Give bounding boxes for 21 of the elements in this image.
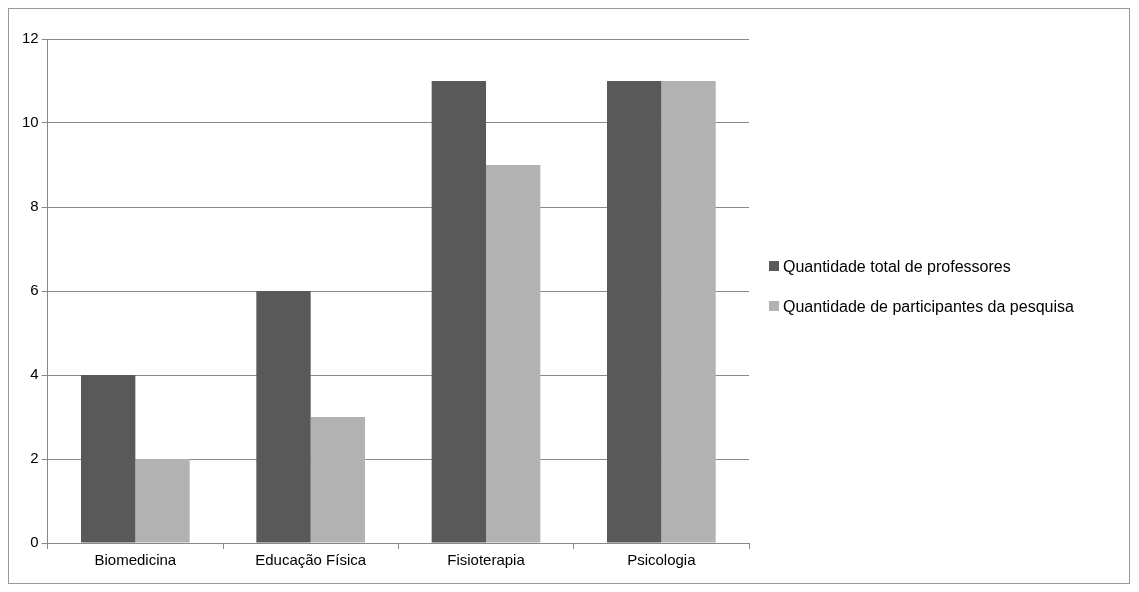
bar [661, 81, 716, 543]
y-tick-label: 2 [30, 449, 39, 467]
bar [81, 375, 136, 543]
x-tick-label: Fisioterapia [447, 551, 526, 569]
x-tick-label: Psicologia [627, 551, 697, 569]
y-tick-label: 8 [30, 197, 39, 215]
bar [135, 459, 190, 543]
y-tick-label: 6 [30, 281, 39, 299]
y-tick-label: 12 [22, 29, 39, 47]
bar [606, 81, 662, 543]
bar [431, 81, 487, 543]
bar [486, 165, 541, 543]
y-tick-label: 4 [30, 365, 39, 383]
bar [310, 417, 366, 543]
y-tick-label: 10 [22, 113, 39, 131]
legend-label: Quantidade total de professores [783, 257, 1011, 277]
bar [256, 291, 311, 543]
legend-label: Quantidade de participantes da pesquisa [783, 297, 1074, 317]
x-tick-label: Biomedicina [94, 551, 177, 569]
y-tick-label: 0 [30, 533, 39, 551]
x-tick-label: Educação Física [255, 551, 367, 569]
